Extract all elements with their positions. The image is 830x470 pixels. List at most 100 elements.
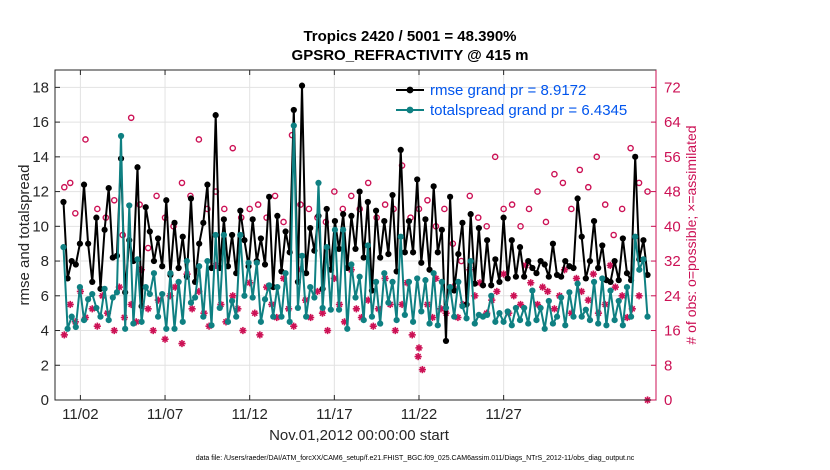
rmse-point [397, 146, 404, 153]
spread-point [286, 318, 293, 325]
spread-point [348, 261, 355, 268]
rmse-point [360, 254, 367, 261]
rmse-point [323, 205, 330, 213]
obs-assimilated-marker [408, 331, 416, 339]
spread-point [212, 231, 219, 239]
spread-point [356, 273, 363, 280]
obs-possible-marker [61, 183, 68, 191]
spread-point [76, 284, 84, 291]
spread-point [360, 317, 367, 324]
obs-assimilated-marker [414, 352, 422, 361]
spread-point [80, 317, 88, 324]
rmse-point [447, 193, 454, 200]
spread-point [632, 233, 639, 240]
rmse-point [619, 235, 626, 242]
rmse-point [611, 257, 618, 265]
obs-assimilated-marker [60, 331, 68, 339]
spread-point [607, 287, 614, 294]
spread-point [175, 278, 182, 285]
rmse-point [644, 271, 651, 279]
obs-possible-marker [381, 201, 389, 208]
obs-assimilated-marker [500, 270, 508, 278]
obs-assimilated-marker [635, 292, 643, 300]
obs-possible-marker [94, 205, 101, 213]
spread-point [245, 259, 252, 266]
rmse-point [101, 226, 108, 233]
rmse-point [418, 259, 425, 266]
rmse-point [496, 278, 503, 285]
y-tick-label: 6 [41, 288, 49, 305]
x-tick-label: 11/12 [231, 406, 267, 423]
chart-title-line2: GPSRO_REFRACTIVITY @ 415 m [292, 47, 529, 64]
rmse-point [229, 231, 236, 239]
rmse-point [134, 164, 141, 171]
rmse-point [200, 219, 207, 226]
spread-point [438, 278, 445, 285]
obs-assimilated-marker [391, 326, 399, 335]
spread-point [599, 275, 606, 282]
obs-assimilated-marker [618, 292, 626, 300]
rmse-point [521, 273, 528, 280]
x-axis-label: Nov.01,2012 00:00:00 start [269, 427, 450, 444]
obs-assimilated-marker [584, 296, 592, 304]
spread-point [574, 280, 581, 287]
rmse-point [549, 240, 557, 247]
spread-point [122, 325, 129, 332]
spread-point [512, 304, 520, 312]
spread-point [167, 270, 174, 277]
rmse-point [307, 224, 314, 232]
spread-point [488, 292, 495, 299]
obs-possible-marker [66, 179, 74, 187]
obs-possible-marker [618, 205, 626, 213]
spread-point [389, 278, 396, 285]
spread-point [521, 304, 528, 312]
spread-point [541, 325, 548, 332]
spread-point [187, 299, 195, 306]
spread-point [451, 313, 458, 320]
spread-point [179, 318, 186, 325]
spread-point [553, 313, 561, 320]
spread-point [595, 320, 602, 327]
spread-point [442, 304, 450, 312]
spread-point [150, 270, 158, 277]
rmse-point [159, 263, 166, 270]
rmse-point [372, 207, 380, 214]
obs-assimilated-marker [538, 283, 547, 291]
rmse-point [282, 228, 289, 235]
y2-tick-label: 8 [664, 357, 672, 374]
rmse-point [187, 195, 195, 202]
spread-point [327, 306, 334, 313]
spread-point [274, 284, 281, 291]
rmse-point [488, 282, 495, 289]
spread-point [233, 313, 240, 320]
spread-point [422, 277, 429, 284]
obs-assimilated-marker [544, 287, 552, 296]
x-tick-label: 11/02 [62, 406, 98, 423]
obs-possible-marker [339, 205, 347, 213]
rmse-point [150, 257, 158, 265]
rmse-point [249, 216, 256, 223]
spread-point [578, 313, 585, 320]
spread-point [60, 244, 67, 251]
obs-assimilated-marker [589, 270, 597, 278]
obs-possible-marker [271, 192, 279, 200]
obs-possible-marker [331, 188, 338, 195]
rmse-point [434, 249, 441, 256]
y2-tick-label: 16 [664, 323, 681, 340]
spread-point [319, 304, 326, 312]
spread-point [447, 284, 454, 291]
rmse-point [442, 337, 450, 345]
rmse-point [640, 237, 647, 244]
rmse-point [504, 275, 511, 282]
rmse-point [89, 278, 96, 285]
obs-assimilated-marker [256, 331, 264, 339]
spread-point [372, 278, 380, 285]
obs-possible-marker [474, 214, 482, 221]
rmse-point [266, 193, 273, 200]
spread-point [72, 323, 79, 331]
rmse-point [196, 240, 203, 247]
rmse-point [516, 244, 524, 251]
spread-point [603, 322, 610, 329]
rmse-point [525, 257, 532, 265]
y2-tick-label: 56 [664, 149, 681, 166]
